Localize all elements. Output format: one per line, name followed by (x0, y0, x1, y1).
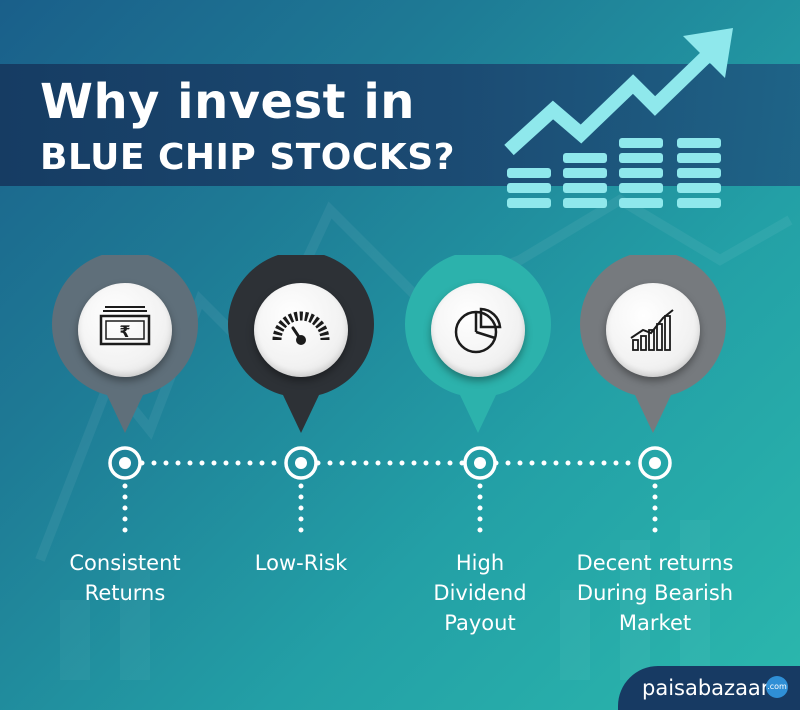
page-title: Why invest in (40, 74, 415, 130)
benefit-marker-consistent-returns: ₹ (50, 255, 200, 435)
benefit-label-low-risk: Low-Risk (254, 551, 348, 575)
brand-logo: paisabazaar (642, 676, 770, 700)
benefit-label-consistent-returns: Consistent Returns (69, 551, 181, 605)
svg-text:₹: ₹ (119, 322, 130, 341)
icon-badge: ₹ (78, 283, 172, 377)
speedometer-icon (272, 311, 330, 345)
benefit-marker-high-dividend (403, 255, 553, 435)
benefit-label-high-dividend: High Dividend Payout (433, 551, 527, 635)
brand-suffix-badge: .com (766, 676, 788, 698)
benefit-label-bearish-market: Decent returns During Bearish Market (576, 551, 734, 635)
page-subtitle: BLUE CHIP STOCKS? (40, 137, 456, 178)
icon-badge (606, 283, 700, 377)
growth-chart-icon (504, 28, 733, 208)
bar-chart-icon (630, 309, 674, 351)
benefit-marker-low-risk (226, 255, 376, 435)
icon-badge (431, 283, 525, 377)
icon-badge (254, 283, 348, 377)
benefit-marker-bearish-market (578, 255, 728, 435)
money-icon: ₹ (99, 306, 151, 346)
title-band (0, 64, 800, 186)
pie-chart-icon (454, 307, 502, 354)
